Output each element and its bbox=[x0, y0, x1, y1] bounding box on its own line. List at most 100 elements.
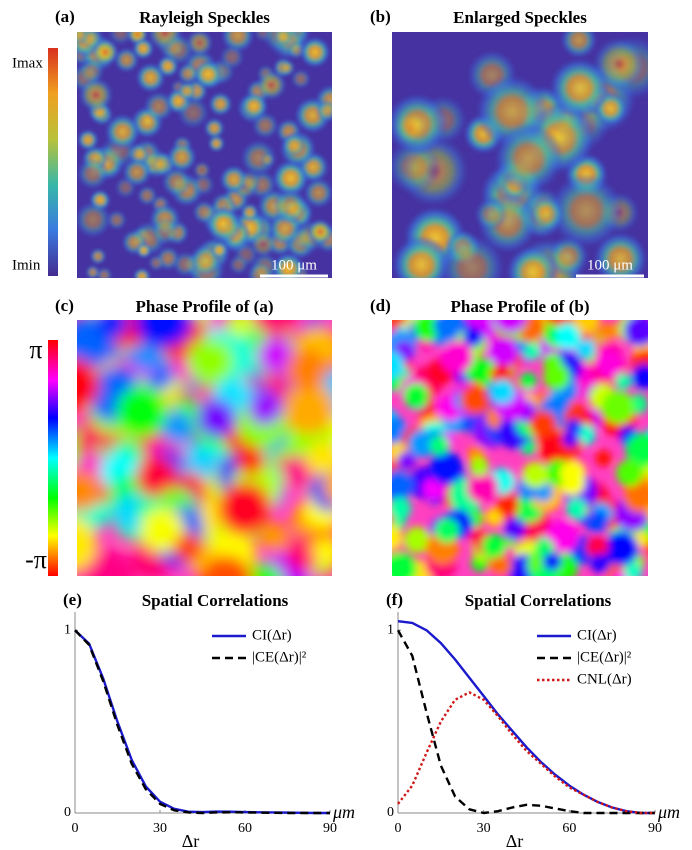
speckle bbox=[205, 206, 243, 244]
phase-blob bbox=[469, 456, 489, 477]
phase-blob bbox=[625, 432, 648, 468]
speckle bbox=[240, 203, 259, 222]
phase-blob bbox=[559, 461, 586, 487]
speckle bbox=[78, 77, 114, 113]
phase-blob bbox=[524, 343, 541, 360]
speckle bbox=[281, 133, 306, 158]
speckle bbox=[392, 139, 442, 195]
phase-blob bbox=[542, 552, 562, 571]
scale-bar-label: 100 μm bbox=[271, 257, 317, 273]
speckle bbox=[316, 99, 332, 123]
phase-blob bbox=[392, 551, 418, 576]
phase-blob bbox=[645, 506, 648, 519]
legend-label: CNL(Δr) bbox=[577, 671, 632, 687]
phase-blob bbox=[585, 535, 609, 559]
phase-blob bbox=[173, 532, 204, 564]
phase-blob bbox=[594, 349, 623, 378]
colorbar-min-label: -π bbox=[25, 545, 47, 574]
speckle bbox=[303, 177, 332, 209]
phase-blob bbox=[407, 429, 436, 458]
phase-blob bbox=[615, 459, 643, 487]
phase-blob bbox=[328, 420, 332, 438]
phase-blob bbox=[279, 453, 314, 488]
legend-label: |CE(Δr)|² bbox=[252, 649, 307, 665]
x-axis-label: Δr bbox=[506, 831, 524, 850]
phase-blob bbox=[403, 526, 431, 554]
chart-label: (f) bbox=[386, 590, 403, 609]
panel-label: (c) bbox=[55, 296, 74, 315]
speckle bbox=[299, 36, 331, 68]
phase-blob bbox=[566, 498, 588, 520]
phase-blob bbox=[529, 410, 557, 438]
phase-blob bbox=[434, 518, 460, 544]
speckle bbox=[104, 113, 141, 150]
speckle bbox=[136, 185, 158, 206]
speckle bbox=[438, 234, 506, 278]
speckle bbox=[113, 47, 140, 73]
speckle bbox=[260, 152, 275, 168]
speckle bbox=[279, 59, 296, 76]
phase-blob bbox=[481, 533, 507, 559]
phase-blob bbox=[218, 482, 272, 536]
speckle bbox=[474, 197, 508, 231]
speckle bbox=[208, 135, 225, 152]
speckle bbox=[307, 218, 332, 245]
phase-blob bbox=[519, 372, 537, 390]
speckle bbox=[148, 254, 165, 272]
series-line bbox=[74, 629, 330, 815]
image bbox=[77, 320, 332, 576]
phase-blob bbox=[543, 363, 571, 391]
speckle bbox=[77, 157, 109, 190]
phase-blob bbox=[546, 320, 569, 326]
phase-blob bbox=[496, 493, 519, 517]
colorbar-min-label: Imin bbox=[12, 257, 41, 273]
phase-blob bbox=[159, 410, 193, 444]
x-tick-label: 60 bbox=[238, 821, 252, 836]
x-axis-unit: μm bbox=[657, 802, 680, 822]
phase-blob bbox=[135, 456, 177, 498]
phase-blob bbox=[488, 337, 518, 368]
colorbar-max-label: π bbox=[29, 335, 42, 364]
phase-blob bbox=[252, 320, 298, 336]
speckles bbox=[77, 32, 332, 278]
speckle bbox=[176, 96, 210, 130]
phase-blob bbox=[595, 450, 612, 467]
x-axis-unit: μm bbox=[332, 802, 355, 822]
chart-label: (e) bbox=[63, 590, 82, 609]
speckle bbox=[106, 209, 127, 231]
speckle bbox=[240, 139, 277, 177]
phase-blob bbox=[397, 451, 417, 471]
phase-blob bbox=[187, 338, 234, 385]
image bbox=[392, 32, 648, 278]
legend-label: CI(Δr) bbox=[577, 627, 617, 643]
phase-blob bbox=[631, 363, 648, 390]
x-axis-label: Δr bbox=[182, 831, 200, 850]
phase-blob bbox=[322, 470, 332, 503]
phase-blob bbox=[403, 383, 429, 409]
phase-blob bbox=[623, 480, 648, 513]
phase-blob bbox=[257, 336, 294, 374]
phase-blob bbox=[490, 379, 516, 404]
speckle bbox=[392, 93, 449, 156]
x-tick-label: 0 bbox=[395, 821, 402, 836]
speckle bbox=[77, 129, 99, 151]
speckle bbox=[122, 157, 152, 188]
phase-blob bbox=[434, 320, 464, 341]
phase-blob bbox=[392, 496, 412, 520]
speckle bbox=[548, 172, 625, 249]
phase-blob bbox=[135, 320, 188, 348]
phase-blob bbox=[466, 471, 499, 504]
speckle bbox=[237, 169, 262, 194]
phase-blob bbox=[493, 320, 527, 334]
phase-blob bbox=[77, 358, 100, 411]
y-tick-label: 0 bbox=[64, 805, 71, 820]
speckle bbox=[219, 44, 245, 70]
phase-blob bbox=[95, 320, 129, 339]
speckle bbox=[256, 69, 287, 101]
y-tick-label: 1 bbox=[387, 622, 394, 637]
speckle bbox=[177, 81, 197, 101]
phase-blob bbox=[604, 531, 639, 566]
series-line bbox=[396, 629, 655, 815]
phase-blob bbox=[140, 507, 185, 553]
